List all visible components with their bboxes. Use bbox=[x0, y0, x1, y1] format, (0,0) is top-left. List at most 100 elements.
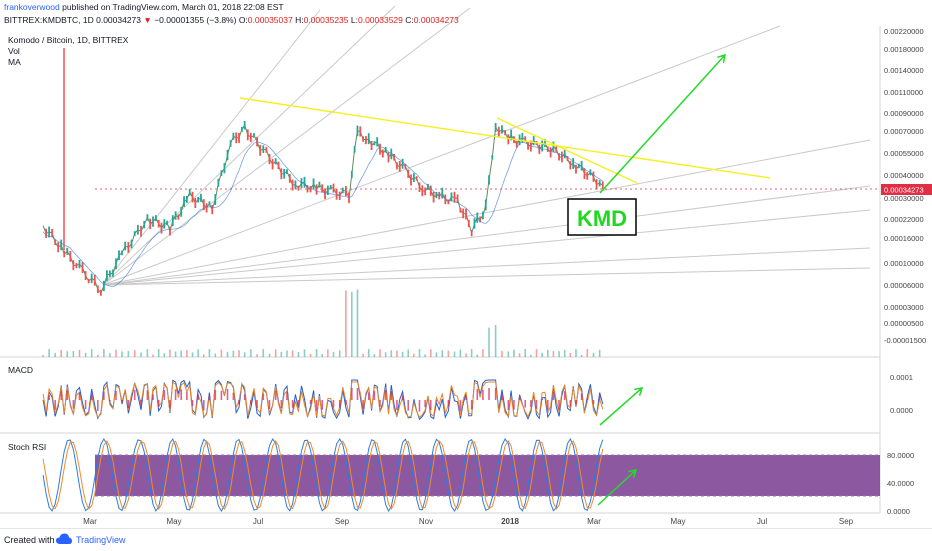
candle bbox=[459, 208, 461, 213]
candle bbox=[396, 162, 398, 169]
macd-histogram-bar bbox=[316, 400, 318, 411]
macd-histogram-bar bbox=[333, 400, 335, 407]
candle bbox=[63, 251, 65, 258]
macd-histogram-bar bbox=[460, 400, 462, 411]
candle bbox=[197, 197, 199, 203]
y-tick-label: 0.00003000 bbox=[884, 303, 924, 312]
volume-bar bbox=[333, 352, 335, 357]
macd-histogram-bar bbox=[345, 400, 347, 405]
candle bbox=[272, 159, 274, 169]
candle bbox=[72, 260, 74, 270]
tradingview-brand[interactable]: TradingView bbox=[76, 535, 126, 545]
y-tick-label: 0.00016000 bbox=[884, 234, 924, 243]
macd-histogram-bar bbox=[215, 390, 217, 400]
volume-bar bbox=[158, 349, 160, 357]
candle bbox=[538, 145, 540, 154]
candle bbox=[410, 175, 412, 186]
candle bbox=[51, 229, 53, 237]
candle bbox=[541, 141, 543, 152]
volume-bar bbox=[164, 353, 166, 357]
volume-bar bbox=[262, 349, 264, 357]
volume-bar bbox=[180, 351, 182, 357]
candle bbox=[85, 271, 87, 280]
close-value: 0.00034273 bbox=[414, 15, 459, 25]
chart-area[interactable]: KMD 0.002200000.001800000.001400000.0011… bbox=[0, 0, 932, 528]
candle bbox=[97, 285, 99, 293]
volume-bar bbox=[454, 352, 456, 357]
macd-histogram-bar bbox=[286, 392, 288, 400]
volume-bar bbox=[419, 349, 421, 357]
volume-bar bbox=[48, 349, 50, 357]
candle bbox=[178, 214, 180, 219]
gann-fan-line bbox=[103, 210, 870, 285]
macd-histogram-bar bbox=[482, 390, 484, 400]
macd-histogram-bar bbox=[103, 392, 105, 400]
symbol[interactable]: BITTREX:KMDBTC, 1D bbox=[4, 15, 94, 25]
candle bbox=[488, 175, 490, 184]
candle bbox=[166, 221, 168, 225]
y-tick-label: 0.00000500 bbox=[884, 319, 924, 328]
x-tick-label: May bbox=[670, 517, 685, 526]
volume-bar bbox=[304, 349, 306, 357]
volume-bar bbox=[298, 352, 300, 357]
volume-bar bbox=[495, 325, 497, 357]
candle bbox=[527, 142, 529, 150]
macd-label: MACD bbox=[8, 365, 33, 375]
volume-bar bbox=[586, 349, 588, 357]
stoch-tick-label: 0.0000 bbox=[887, 507, 910, 516]
x-tick-label: Sep bbox=[335, 517, 350, 526]
ohlc-line: BITTREX:KMDBTC, 1D 0.00034273 ▼ −0.00001… bbox=[4, 15, 459, 25]
x-tick-label: May bbox=[166, 517, 181, 526]
macd-tick-label: 0.0001 bbox=[890, 373, 913, 382]
candle bbox=[468, 220, 470, 227]
candle bbox=[575, 165, 577, 174]
macd-histogram-bar bbox=[536, 400, 538, 409]
candle bbox=[247, 129, 249, 140]
candle bbox=[399, 161, 401, 172]
volume-bar bbox=[345, 290, 347, 357]
candle bbox=[359, 126, 361, 136]
chart-lines bbox=[0, 6, 880, 513]
macd-histogram-bar bbox=[402, 395, 404, 400]
candle bbox=[106, 270, 108, 280]
macd-histogram-bar bbox=[501, 394, 503, 400]
author-link[interactable]: frankoverwood bbox=[4, 2, 60, 12]
candle bbox=[462, 209, 464, 219]
macd-histogram-bar bbox=[79, 393, 81, 400]
volume-bar bbox=[368, 349, 370, 357]
created-with: Created with bbox=[4, 535, 55, 545]
volume-bar bbox=[436, 352, 438, 357]
candle bbox=[172, 215, 174, 226]
candle bbox=[289, 174, 291, 183]
macd-histogram-bar bbox=[441, 399, 443, 400]
candle bbox=[362, 136, 364, 141]
volume-bar bbox=[385, 352, 387, 357]
publish-info: published on TradingView.com, March 01, … bbox=[62, 2, 283, 12]
macd-histogram-bar bbox=[175, 389, 177, 400]
candle bbox=[189, 189, 191, 196]
volume-bar bbox=[402, 352, 404, 357]
candle bbox=[158, 220, 160, 228]
candle bbox=[495, 123, 497, 132]
legend-title: Komodo / Bitcoin, 1D, BITTREX bbox=[8, 35, 128, 45]
volume-bar bbox=[147, 349, 149, 357]
macd-histogram-bar bbox=[256, 400, 258, 408]
volume-bar bbox=[581, 355, 583, 357]
macd-histogram-bar bbox=[362, 400, 364, 409]
macd-histogram-bar bbox=[169, 400, 171, 408]
close-label: C: bbox=[405, 15, 414, 25]
candle bbox=[357, 126, 359, 137]
macd-histogram-bar bbox=[508, 400, 510, 410]
candle bbox=[194, 198, 196, 208]
volume-bar bbox=[109, 353, 111, 357]
y-tick-label: 0.00040000 bbox=[884, 171, 924, 180]
candle bbox=[316, 184, 318, 194]
volume-bar bbox=[169, 350, 171, 357]
macd-histogram-bar bbox=[465, 396, 467, 400]
macd-histogram-bar bbox=[310, 400, 312, 404]
candle bbox=[259, 145, 261, 156]
candle bbox=[504, 130, 506, 135]
candle bbox=[379, 144, 381, 155]
macd-histogram-bar bbox=[407, 400, 409, 411]
macd-histogram-bar bbox=[203, 400, 205, 410]
